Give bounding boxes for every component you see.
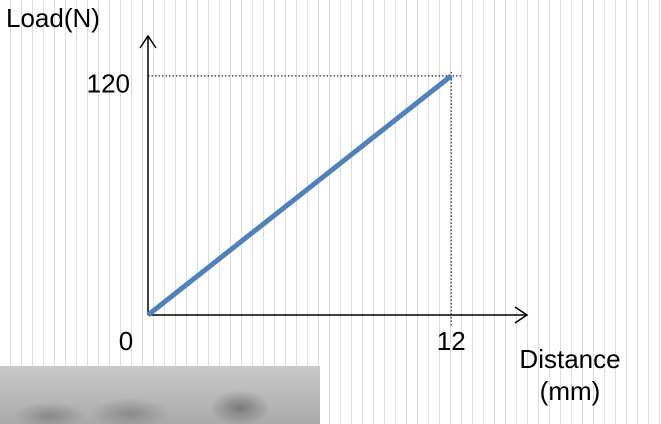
- y-tick-label: 120: [87, 69, 130, 99]
- data-line: [148, 76, 451, 315]
- y-axis-label: Load(N): [6, 3, 100, 33]
- x-tick-label: 12: [437, 326, 466, 356]
- page: Load(N) 120012 Distance (mm) (() => { co…: [0, 0, 661, 424]
- x-tick-label: 0: [119, 326, 133, 356]
- x-axis-label: Distance (mm): [500, 343, 640, 407]
